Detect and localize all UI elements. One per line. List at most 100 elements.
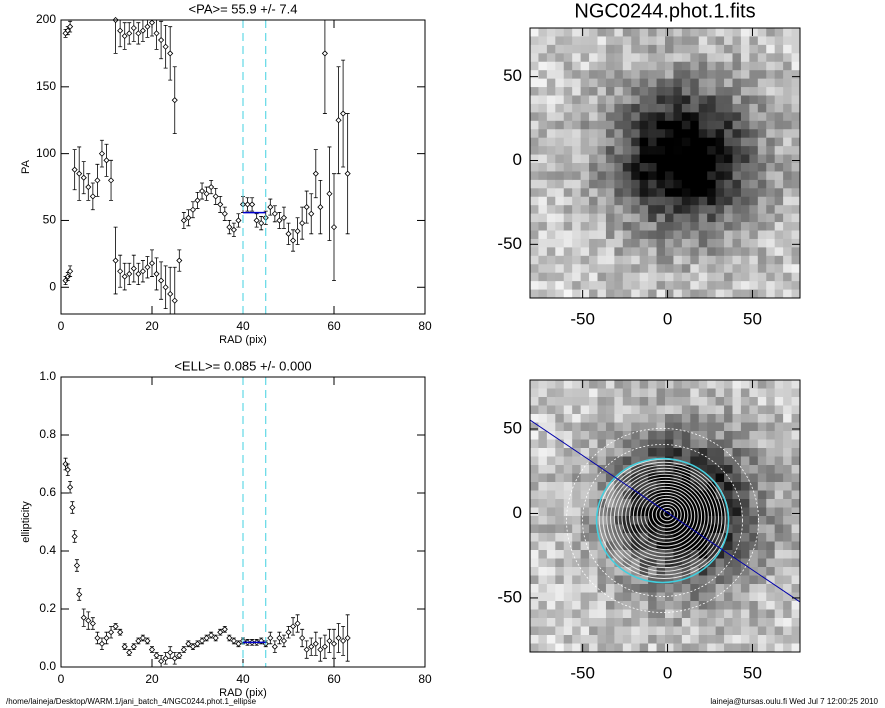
pixel	[563, 439, 573, 449]
pixel	[622, 626, 632, 636]
pixel	[774, 490, 784, 500]
pixel	[648, 171, 658, 181]
pixel	[580, 584, 590, 593]
pixel	[681, 188, 691, 198]
pixel	[656, 609, 666, 619]
pixel	[622, 643, 632, 652]
pixel	[783, 550, 793, 559]
pixel	[614, 635, 624, 644]
pixel	[622, 222, 632, 231]
pixel	[774, 264, 784, 274]
pixel	[538, 272, 548, 282]
pixel	[563, 405, 573, 415]
pixel	[572, 439, 582, 449]
pixel	[622, 414, 632, 423]
pixel	[766, 163, 776, 172]
pixel	[656, 53, 666, 63]
pixel	[538, 171, 548, 181]
pixel	[530, 53, 539, 63]
pixel	[572, 44, 582, 54]
pixel	[783, 609, 793, 619]
pixel	[639, 609, 649, 619]
pixel	[757, 550, 767, 559]
pixel	[614, 524, 624, 534]
pixel	[530, 592, 539, 602]
pixel	[783, 53, 793, 63]
pixel	[614, 129, 624, 139]
pixel	[698, 171, 708, 181]
pixel	[572, 112, 582, 122]
pixel	[774, 507, 784, 517]
pixel	[732, 70, 742, 80]
pixel	[656, 188, 666, 198]
chart-title: <ELL>= 0.085 +/- 0.000	[174, 358, 311, 373]
point	[180, 217, 187, 224]
pixel	[605, 465, 615, 474]
pixel	[740, 533, 750, 542]
pixel	[774, 213, 784, 223]
pixel	[555, 380, 565, 389]
point	[117, 27, 124, 34]
pixel	[698, 247, 708, 257]
pixel	[589, 247, 598, 257]
pixel	[715, 558, 725, 568]
pixel	[555, 592, 565, 602]
pixel	[614, 255, 624, 265]
pixel	[724, 601, 733, 610]
pixel	[673, 78, 683, 88]
pixel	[572, 609, 582, 619]
pixel	[597, 584, 607, 593]
pixel	[614, 609, 624, 619]
pixel	[631, 36, 641, 46]
pixel	[580, 618, 590, 627]
pixel	[530, 281, 539, 291]
pixel	[648, 524, 658, 534]
pixel	[707, 456, 717, 466]
pixel	[589, 448, 598, 457]
pixel	[749, 618, 759, 627]
pixel	[656, 533, 666, 542]
pixel	[791, 405, 800, 415]
pixel	[580, 635, 590, 644]
pixel	[681, 61, 691, 71]
pixel	[766, 405, 776, 415]
pixel	[572, 422, 582, 432]
pixel	[622, 154, 632, 164]
pixel	[605, 473, 615, 483]
pixel	[757, 238, 767, 248]
x-tick-label: -50	[570, 309, 595, 328]
point	[144, 637, 151, 644]
pixel	[757, 281, 767, 291]
pixel	[774, 120, 784, 130]
pixel	[572, 129, 582, 139]
pixel	[707, 230, 717, 240]
pixel	[783, 264, 793, 274]
pixel	[605, 289, 615, 298]
pixel	[690, 439, 700, 449]
pixel	[605, 213, 615, 223]
pixel	[648, 264, 658, 274]
pixel	[614, 422, 624, 432]
pixel	[538, 643, 548, 652]
pixel	[774, 230, 784, 240]
pixel	[707, 541, 717, 551]
pixel	[648, 222, 658, 231]
pixel	[614, 289, 624, 298]
pixel	[580, 643, 590, 652]
pixel	[774, 129, 784, 139]
pixel	[681, 213, 691, 223]
pixel	[724, 137, 733, 147]
pixel	[589, 95, 598, 105]
pixel	[597, 289, 607, 298]
pixel	[563, 247, 573, 257]
pixel	[749, 53, 759, 63]
pixel	[538, 112, 548, 122]
pixel	[665, 499, 674, 508]
pixel	[605, 28, 615, 37]
point	[280, 637, 288, 644]
point	[85, 617, 92, 624]
pixel	[673, 380, 683, 389]
pixel	[580, 567, 590, 576]
pixel	[724, 238, 733, 248]
pixel	[690, 179, 700, 189]
